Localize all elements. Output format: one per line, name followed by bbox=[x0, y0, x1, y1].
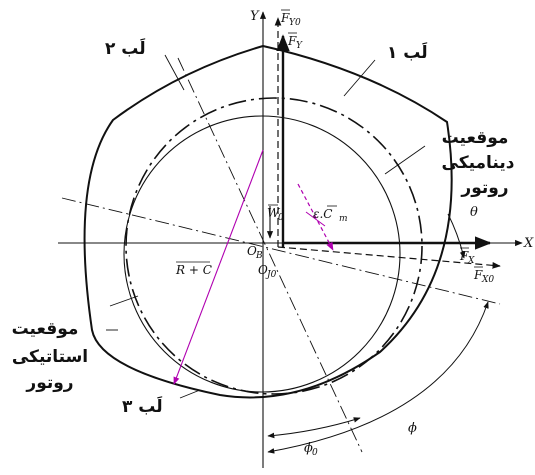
fx-sub: X bbox=[467, 256, 475, 266]
leader-lobe3 bbox=[179, 389, 201, 399]
center-ob-label: O bbox=[247, 244, 257, 258]
static-rotor-circle bbox=[123, 115, 401, 393]
lobe-centerline-2 bbox=[61, 197, 501, 305]
fx0-sub: X0 bbox=[481, 275, 494, 285]
leader-static-1 bbox=[109, 295, 139, 307]
fy0-sub: Y0 bbox=[289, 18, 301, 28]
fy-sub: Y bbox=[296, 41, 303, 51]
axis-x-label: X bbox=[523, 236, 534, 251]
clearance-vector bbox=[173, 149, 264, 385]
fx-label: F bbox=[459, 249, 469, 263]
unbalance-label: ε.C bbox=[313, 207, 332, 221]
center-ob-sub: B bbox=[255, 251, 263, 261]
unbalance-sub: m bbox=[339, 214, 348, 224]
leader-lobe2 bbox=[164, 54, 185, 91]
theta-label: θ bbox=[470, 205, 478, 220]
dynamic-rotor-circle bbox=[125, 97, 423, 395]
fx0-line bbox=[277, 246, 501, 269]
static-label-line1: موقعیت bbox=[12, 319, 79, 339]
fy-label: F bbox=[287, 34, 297, 48]
theta-arc bbox=[447, 213, 466, 259]
leader-dynamic bbox=[384, 145, 426, 175]
dynamic-label-line1: موقعیت bbox=[442, 128, 509, 148]
load-label: W bbox=[267, 206, 281, 220]
static-label-line3: روتور bbox=[25, 373, 73, 393]
axis-y-label: Y bbox=[250, 9, 260, 24]
phi0-arc bbox=[267, 417, 361, 439]
lobe3-label: لَب ۳ bbox=[122, 395, 163, 417]
phi-label: ϕ bbox=[408, 421, 417, 436]
static-label-line2: استاتیکی bbox=[12, 347, 88, 367]
lobe2-label: لَب ۲ bbox=[105, 37, 146, 59]
phi-arc bbox=[267, 301, 489, 454]
fx0-label: F bbox=[473, 268, 483, 282]
phi0-label: ϕ bbox=[304, 441, 313, 456]
clearance-label: R + C bbox=[175, 263, 212, 277]
lobe-centerline-1 bbox=[177, 57, 363, 453]
load-sub: 0 bbox=[278, 213, 284, 223]
bearing-lobe-outline bbox=[83, 44, 453, 399]
unbalance-tail bbox=[305, 211, 326, 227]
dynamic-label-line2: دینامیکی bbox=[442, 153, 515, 173]
phi0-sub: 0 bbox=[312, 448, 318, 458]
unbalance-arrow bbox=[297, 183, 334, 251]
center-oj0-label: O bbox=[258, 263, 268, 277]
leader-lobe1 bbox=[343, 59, 376, 97]
center-oj0-sub: J0 bbox=[265, 270, 277, 280]
fy0-label: F bbox=[280, 11, 290, 25]
lobe1-label: لَب ۱ bbox=[387, 41, 428, 63]
dynamic-label-line3: روتور bbox=[460, 178, 508, 198]
